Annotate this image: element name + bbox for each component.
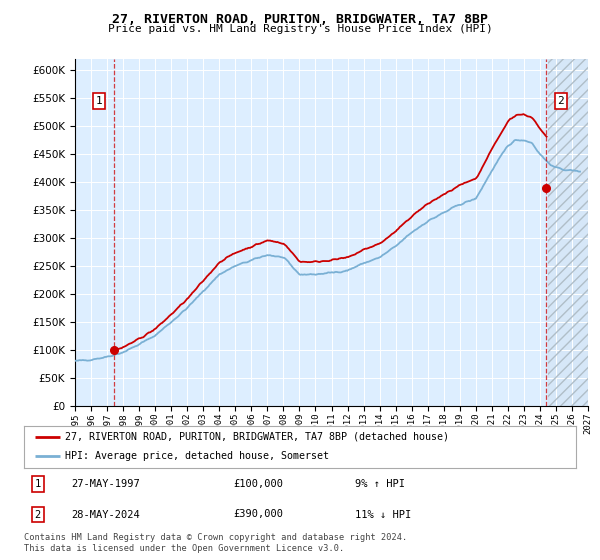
Text: Price paid vs. HM Land Registry's House Price Index (HPI): Price paid vs. HM Land Registry's House …: [107, 24, 493, 34]
Text: Contains HM Land Registry data © Crown copyright and database right 2024.
This d: Contains HM Land Registry data © Crown c…: [24, 533, 407, 553]
Text: 11% ↓ HPI: 11% ↓ HPI: [355, 510, 412, 520]
Bar: [548, 59, 588, 406]
Text: 28-MAY-2024: 28-MAY-2024: [71, 510, 140, 520]
Text: 27-MAY-1997: 27-MAY-1997: [71, 479, 140, 489]
Text: 27, RIVERTON ROAD, PURITON, BRIDGWATER, TA7 8BP: 27, RIVERTON ROAD, PURITON, BRIDGWATER, …: [112, 13, 488, 26]
Text: 9% ↑ HPI: 9% ↑ HPI: [355, 479, 405, 489]
Text: £390,000: £390,000: [234, 510, 284, 520]
Bar: [548, 59, 588, 406]
Text: £100,000: £100,000: [234, 479, 284, 489]
Text: HPI: Average price, detached house, Somerset: HPI: Average price, detached house, Some…: [65, 451, 329, 461]
Text: 2: 2: [557, 96, 564, 106]
Text: 2: 2: [35, 510, 41, 520]
Text: 27, RIVERTON ROAD, PURITON, BRIDGWATER, TA7 8BP (detached house): 27, RIVERTON ROAD, PURITON, BRIDGWATER, …: [65, 432, 449, 442]
Text: 1: 1: [35, 479, 41, 489]
Text: 1: 1: [96, 96, 103, 106]
